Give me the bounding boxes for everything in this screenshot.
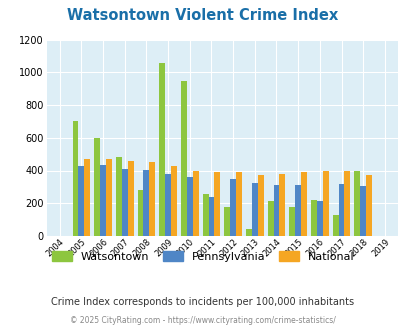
Bar (279, 174, 285, 236)
Bar (186, 177, 192, 236)
Bar (224, 207, 230, 236)
Bar (100, 165, 106, 236)
Bar (289, 207, 294, 236)
Bar (332, 215, 338, 236)
Bar (192, 171, 198, 236)
Bar (257, 176, 263, 236)
Text: © 2025 CityRating.com - https://www.cityrating.com/crime-statistics/: © 2025 CityRating.com - https://www.city… (70, 316, 335, 325)
Bar (343, 171, 350, 236)
Bar (214, 172, 220, 236)
Bar (127, 161, 133, 236)
Legend: Watsontown, Pennsylvania, National: Watsontown, Pennsylvania, National (47, 247, 358, 267)
Bar (165, 174, 171, 236)
Bar (310, 200, 316, 236)
Bar (354, 171, 359, 236)
Text: Watsontown Violent Crime Index: Watsontown Violent Crime Index (67, 8, 338, 23)
Bar (267, 201, 273, 236)
Bar (338, 184, 343, 236)
Bar (245, 229, 251, 236)
Bar (208, 197, 214, 236)
Bar (171, 166, 177, 236)
Bar (143, 170, 149, 236)
Bar (84, 159, 90, 236)
Bar (106, 159, 111, 236)
Bar (72, 121, 78, 236)
Bar (122, 169, 127, 236)
Bar (365, 175, 371, 236)
Bar (94, 138, 100, 236)
Bar (316, 201, 322, 236)
Bar (137, 190, 143, 236)
Bar (301, 172, 306, 236)
Bar (322, 171, 328, 236)
Bar (235, 172, 241, 236)
Bar (359, 186, 365, 236)
Bar (159, 63, 165, 236)
Bar (116, 157, 121, 236)
Bar (230, 179, 235, 236)
Bar (273, 185, 279, 236)
Bar (202, 194, 208, 236)
Bar (294, 185, 301, 236)
Bar (78, 166, 84, 236)
Bar (149, 161, 155, 236)
Bar (181, 81, 186, 236)
Bar (251, 183, 257, 236)
Text: Crime Index corresponds to incidents per 100,000 inhabitants: Crime Index corresponds to incidents per… (51, 297, 354, 307)
